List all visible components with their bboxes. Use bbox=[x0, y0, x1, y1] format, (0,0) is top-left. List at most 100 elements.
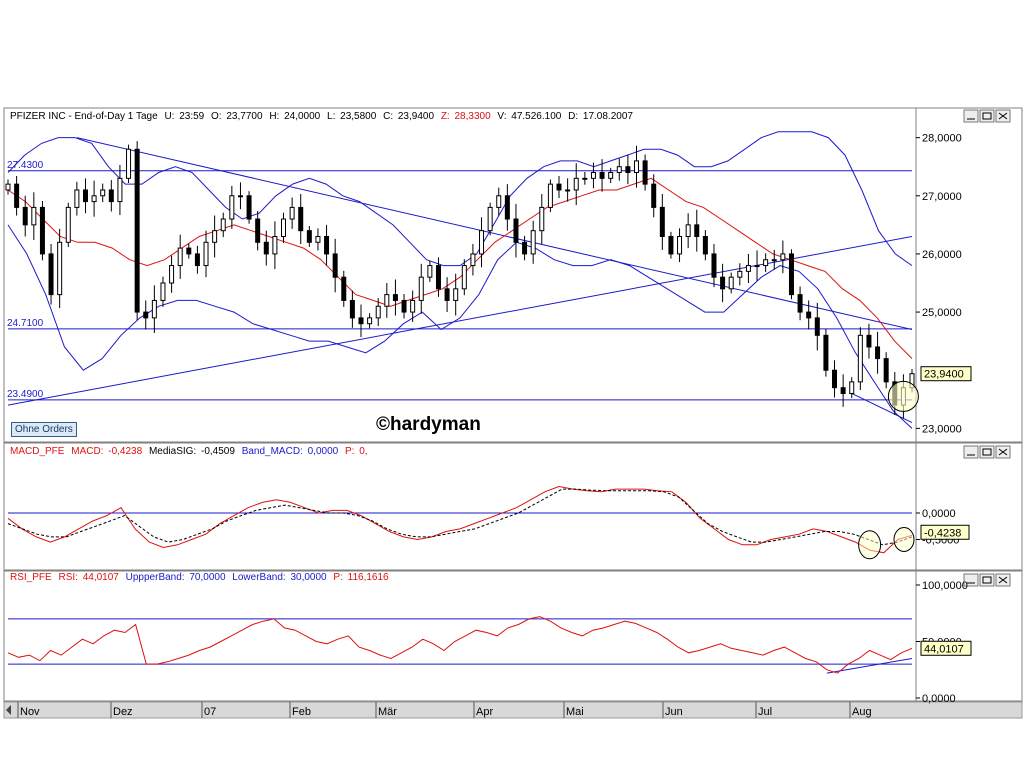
rsi-header-rsi-value: 44,0107 bbox=[83, 572, 120, 583]
candle-body bbox=[375, 305, 381, 319]
level-label-0: 27.4300 bbox=[7, 160, 44, 171]
minimize-button[interactable] bbox=[963, 109, 979, 123]
short-trend-line bbox=[851, 393, 913, 424]
candle bbox=[392, 279, 398, 316]
candle-body bbox=[57, 241, 63, 296]
header-title: PFIZER INC - End-of-Day 1 Tage bbox=[10, 111, 158, 122]
candle-body bbox=[126, 148, 132, 179]
candle bbox=[289, 197, 295, 229]
candle-body bbox=[194, 253, 200, 267]
candle-body bbox=[298, 206, 304, 232]
candle bbox=[788, 249, 794, 300]
candle-body bbox=[220, 218, 226, 232]
candle-body bbox=[504, 195, 510, 220]
header-o-label: O: bbox=[211, 111, 222, 122]
candle-body bbox=[22, 206, 28, 226]
candle-body bbox=[418, 276, 424, 301]
candle-body bbox=[694, 224, 700, 237]
candle bbox=[220, 212, 226, 238]
candle-body bbox=[48, 253, 54, 296]
macd-tick-label: 0,0000 bbox=[922, 508, 956, 520]
candle bbox=[461, 259, 467, 296]
candle bbox=[590, 162, 596, 189]
candle bbox=[151, 285, 157, 334]
candle bbox=[298, 194, 304, 245]
maximize-button[interactable] bbox=[979, 573, 995, 587]
candle bbox=[281, 212, 287, 243]
candle bbox=[806, 300, 812, 330]
candle-body bbox=[788, 253, 794, 296]
candle-body bbox=[728, 276, 734, 290]
macd-header-sig-label: MediaSIG: bbox=[149, 446, 196, 457]
candle-body bbox=[151, 299, 157, 319]
maximize-button[interactable] bbox=[979, 109, 995, 123]
rsi-tick-label: 0,0000 bbox=[922, 693, 956, 705]
candle bbox=[582, 171, 588, 185]
price-tick-label: 25,0000 bbox=[922, 307, 962, 319]
candle bbox=[117, 164, 123, 215]
candle-body bbox=[143, 311, 149, 319]
candle-body bbox=[875, 346, 881, 360]
candle-body bbox=[754, 265, 760, 268]
candle-body bbox=[237, 195, 243, 198]
candle bbox=[616, 158, 622, 181]
candle bbox=[194, 245, 200, 274]
candle bbox=[883, 352, 889, 389]
macd-highlight-circle bbox=[893, 527, 915, 552]
macd-panel-window-buttons bbox=[963, 445, 1011, 459]
up-trend-line bbox=[7, 235, 913, 406]
candle bbox=[694, 209, 700, 252]
candle bbox=[573, 163, 579, 206]
rsi-last-value: 44,0107 bbox=[924, 643, 964, 655]
candle-body bbox=[608, 172, 614, 179]
candle-body bbox=[349, 299, 355, 319]
candle-body bbox=[65, 206, 71, 243]
candle bbox=[22, 195, 28, 237]
scroll-left-icon[interactable] bbox=[6, 705, 11, 715]
candle bbox=[814, 302, 820, 351]
macd-line bbox=[7, 485, 913, 554]
candle-body bbox=[702, 235, 708, 255]
price-last-value: 23,9400 bbox=[924, 369, 964, 381]
candle bbox=[875, 331, 881, 374]
header-z-label: Z: bbox=[441, 111, 450, 122]
macd-header: MACD_PFE MACD: -0,4238 MediaSIG: -0,4509… bbox=[10, 446, 368, 457]
maximize-button[interactable] bbox=[979, 445, 995, 459]
candle-body bbox=[496, 195, 502, 208]
header-u-label: U: bbox=[164, 111, 174, 122]
candle bbox=[272, 221, 278, 270]
candle-body bbox=[840, 387, 846, 394]
candle bbox=[754, 250, 760, 281]
macd-last-value-box bbox=[920, 524, 970, 540]
candle-body bbox=[780, 253, 786, 261]
minimize-button[interactable] bbox=[963, 445, 979, 459]
candle-body bbox=[435, 265, 441, 290]
header-u-value: 23:59 bbox=[179, 111, 204, 122]
candle-body bbox=[82, 189, 88, 203]
ohne-orders-button[interactable]: Ohne Orders bbox=[11, 422, 77, 437]
price-panel-window-buttons bbox=[963, 109, 1011, 123]
candle bbox=[375, 298, 381, 327]
candle bbox=[143, 300, 149, 330]
candle bbox=[685, 213, 691, 249]
candle bbox=[263, 230, 269, 266]
candle-body bbox=[547, 183, 553, 208]
candle bbox=[797, 286, 803, 321]
candle-body bbox=[814, 317, 820, 336]
time-tick-label: 07 bbox=[204, 706, 216, 718]
macd-header-p-value: 0, bbox=[359, 446, 367, 457]
time-tick-label: Apr bbox=[476, 706, 493, 718]
candle-body bbox=[134, 148, 140, 313]
rsi-header-name: RSI_PFE bbox=[10, 572, 52, 583]
candle-body bbox=[590, 172, 596, 179]
time-tick-label: Aug bbox=[852, 706, 872, 718]
candle-body bbox=[108, 189, 114, 203]
candle-body bbox=[160, 282, 166, 301]
candle-body bbox=[522, 241, 528, 255]
time-axis-bar[interactable] bbox=[3, 701, 1023, 719]
candle bbox=[332, 238, 338, 293]
candle bbox=[823, 328, 829, 377]
candle bbox=[177, 234, 183, 279]
price-tick-label: 23,0000 bbox=[922, 423, 962, 435]
candle bbox=[212, 215, 218, 258]
